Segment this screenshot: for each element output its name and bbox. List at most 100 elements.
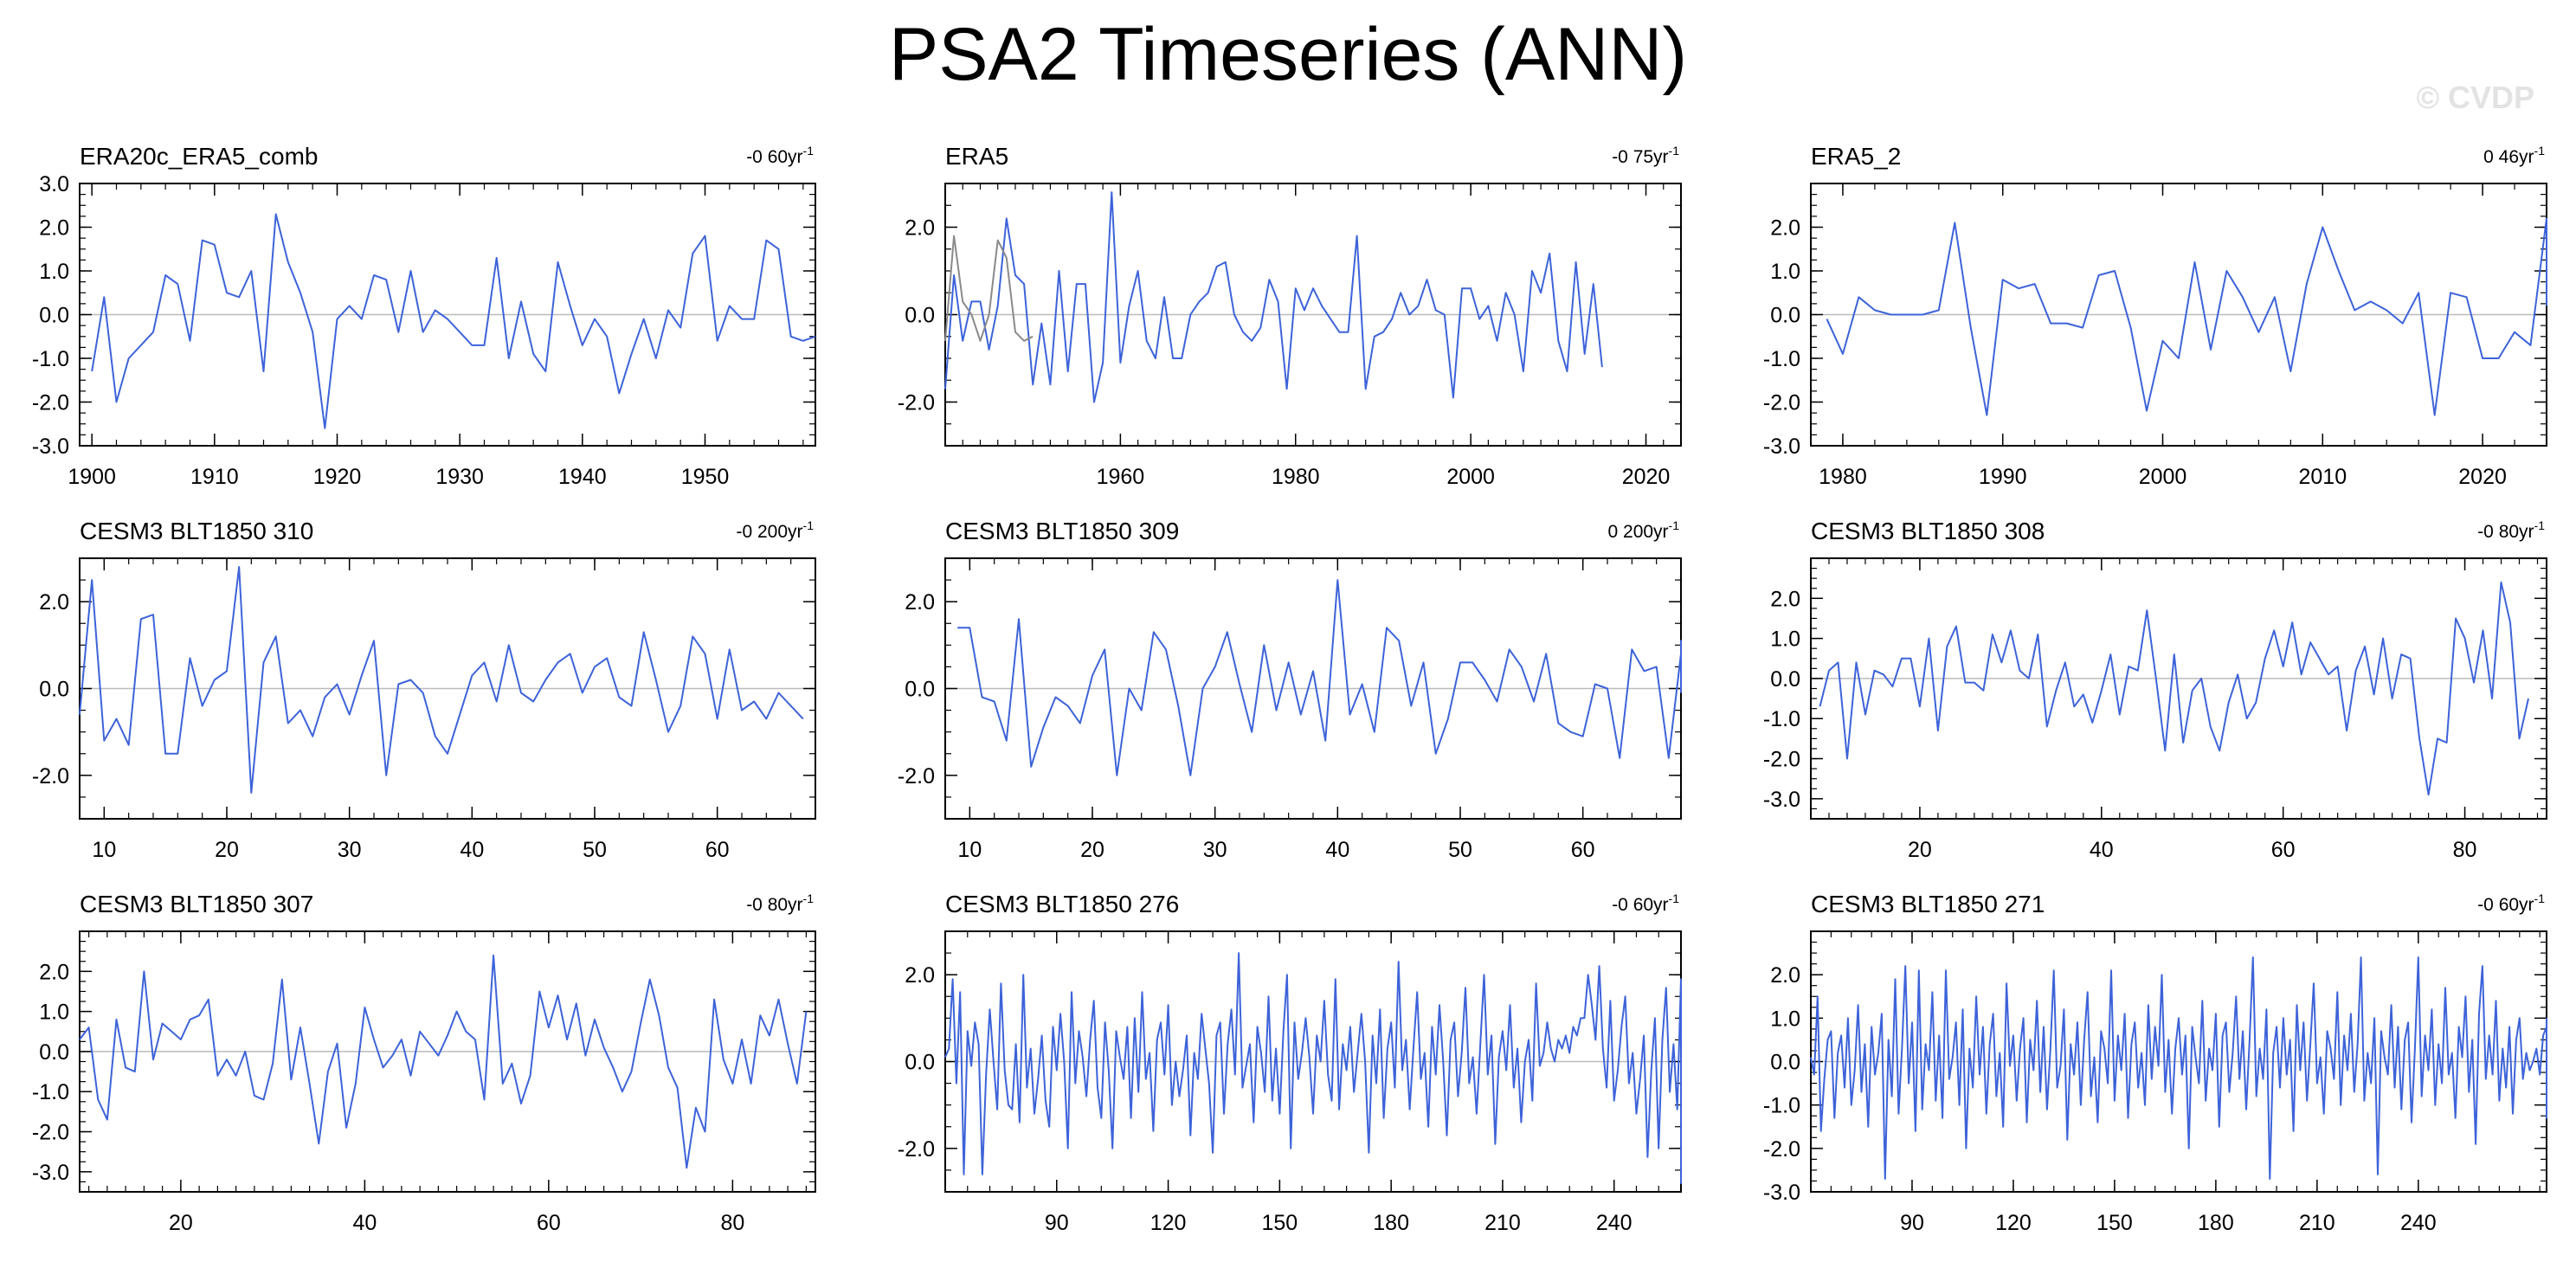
- x-tick-label: 20: [215, 838, 239, 862]
- y-tick-label: -2.0: [898, 391, 935, 415]
- panel-title: CESM3 BLT1850 310: [80, 518, 313, 544]
- chart-panel-9: CESM3 BLT1850 271 -0 60yr-1 -3.0 -2.0 -1.0 0.…: [1763, 891, 2547, 1235]
- x-tick-label: 40: [460, 838, 484, 862]
- panel-title: ERA20c_ERA5_comb: [80, 143, 318, 170]
- trend-label: -0 200yr-1: [737, 518, 815, 542]
- y-tick-label: 1.0: [1770, 260, 1800, 284]
- x-tick-label: 150: [2096, 1211, 2133, 1235]
- series-line: [79, 954, 808, 1169]
- y-tick-label: 2.0: [905, 216, 935, 241]
- chart-panel-1: ERA20c_ERA5_comb -0 60yr-1 -3.0 -2.0 -1.0 0.0…: [32, 143, 816, 489]
- x-tick-label: 2010: [2298, 465, 2347, 489]
- x-tick-label: 180: [1373, 1211, 1409, 1235]
- x-tick-label: 80: [2453, 838, 2477, 862]
- chart-panel-6: CESM3 BLT1850 308 -0 80yr-1 -3.0 -2.0 -1.0 0.…: [1763, 518, 2547, 862]
- chart-panel-5: CESM3 BLT1850 309 0 200yr-1 -2.0 0.0 2.0 10 20…: [898, 518, 1682, 862]
- y-tick-label: -1.0: [32, 1080, 69, 1104]
- y-tick-label: -3.0: [1763, 1181, 1800, 1205]
- x-tick-label: 240: [2400, 1211, 2437, 1235]
- x-tick-label: 180: [2198, 1211, 2234, 1235]
- y-tick-label: 3.0: [39, 172, 69, 196]
- plot-frame: [1810, 557, 2547, 820]
- y-tick-label: 0.0: [905, 678, 935, 702]
- panel-title: CESM3 BLT1850 276: [945, 891, 1179, 917]
- secondary-series-line: [944, 235, 1034, 342]
- y-tick-label: -2.0: [32, 391, 69, 415]
- y-tick-label: 0.0: [39, 1040, 69, 1065]
- trend-label: 0 200yr-1: [1608, 518, 1680, 542]
- y-tick-label: 2.0: [39, 216, 69, 241]
- series-line: [79, 566, 804, 794]
- figure-title: PSA2 Timeseries (ANN): [888, 13, 1688, 96]
- x-tick-label: 1960: [1097, 465, 1145, 489]
- y-tick-label: 0.0: [1770, 304, 1800, 328]
- chart-panel-3: ERA5_2 0 46yr-1 -3.0 -2.0 -1.0 0.0 1.0 2.0 1980 1…: [1763, 143, 2547, 489]
- x-tick-label: 150: [1262, 1211, 1298, 1235]
- y-tick-label: 0.0: [905, 304, 935, 328]
- x-tick-label: 1940: [558, 465, 607, 489]
- y-tick-label: 2.0: [1770, 587, 1800, 611]
- panel-title: CESM3 BLT1850 271: [1811, 891, 2045, 917]
- x-tick-label: 1910: [190, 465, 239, 489]
- y-tick-label: -1.0: [1763, 1094, 1800, 1118]
- y-tick-label: 2.0: [1770, 216, 1800, 241]
- trend-label: -0 60yr-1: [1612, 891, 1679, 915]
- y-tick-label: 0.0: [39, 678, 69, 702]
- x-tick-label: 40: [1325, 838, 1349, 862]
- x-tick-label: 240: [1596, 1211, 1633, 1235]
- x-tick-label: 30: [338, 838, 362, 862]
- x-tick-label: 20: [169, 1211, 193, 1235]
- y-tick-label: -3.0: [1763, 434, 1800, 459]
- trend-label: 0 46yr-1: [2483, 144, 2545, 167]
- trend-label: -0 80yr-1: [746, 891, 814, 915]
- chart-panel-4: CESM3 BLT1850 310 -0 200yr-1 -2.0 0.0 2.0 10 2…: [32, 518, 816, 862]
- x-tick-label: 40: [2090, 838, 2114, 862]
- y-tick-label: -2.0: [1763, 1137, 1800, 1162]
- y-tick-label: 1.0: [39, 260, 69, 284]
- y-tick-label: 0.0: [1770, 667, 1800, 692]
- x-tick-label: 2000: [2139, 465, 2187, 489]
- x-tick-label: 50: [1448, 838, 1472, 862]
- x-tick-label: 1900: [68, 465, 116, 489]
- x-tick-label: 90: [1045, 1211, 1069, 1235]
- y-tick-label: -3.0: [1763, 788, 1800, 812]
- y-tick-label: 0.0: [1770, 1051, 1800, 1075]
- x-tick-label: 80: [720, 1211, 744, 1235]
- x-tick-label: 10: [92, 838, 116, 862]
- series-line: [1819, 581, 2529, 796]
- x-tick-label: 1980: [1272, 465, 1320, 489]
- panel-title: ERA5_2: [1811, 143, 1901, 170]
- series-line: [1826, 217, 2547, 416]
- series-line: [957, 579, 1682, 776]
- x-tick-label: 30: [1203, 838, 1227, 862]
- y-tick-label: 2.0: [39, 590, 69, 615]
- x-tick-label: 1980: [1819, 465, 1867, 489]
- x-tick-label: 210: [1484, 1211, 1521, 1235]
- series-line: [91, 213, 816, 429]
- series-line: [944, 952, 1682, 1184]
- chart-panel-2: ERA5 -0 75yr-1 -2.0 0.0 2.0 1960 1980 2000 2020: [898, 143, 1682, 489]
- x-tick-label: 60: [537, 1211, 561, 1235]
- y-tick-label: -2.0: [1763, 748, 1800, 772]
- plot-frame: [79, 930, 816, 1193]
- panel-title: CESM3 BLT1850 308: [1811, 518, 2045, 544]
- x-tick-label: 90: [1900, 1211, 1924, 1235]
- y-tick-label: -1.0: [1763, 347, 1800, 371]
- y-tick-label: 2.0: [1770, 963, 1800, 988]
- y-tick-label: -3.0: [32, 1161, 69, 1185]
- x-tick-label: 120: [1150, 1211, 1187, 1235]
- x-tick-label: 1920: [313, 465, 362, 489]
- x-tick-label: 210: [2299, 1211, 2335, 1235]
- y-tick-label: 1.0: [1770, 1007, 1800, 1031]
- y-tick-label: -2.0: [898, 764, 935, 788]
- chart-panel-8: CESM3 BLT1850 276 -0 60yr-1 -2.0 0.0 2.0 90 12…: [898, 891, 1682, 1235]
- y-tick-label: 2.0: [905, 963, 935, 988]
- x-tick-label: 2020: [1622, 465, 1671, 489]
- x-tick-label: 60: [705, 838, 730, 862]
- x-tick-label: 40: [352, 1211, 377, 1235]
- series-line: [1810, 956, 2547, 1180]
- y-tick-label: -2.0: [32, 764, 69, 788]
- series-line: [944, 191, 1603, 403]
- y-tick-label: 1.0: [39, 1001, 69, 1025]
